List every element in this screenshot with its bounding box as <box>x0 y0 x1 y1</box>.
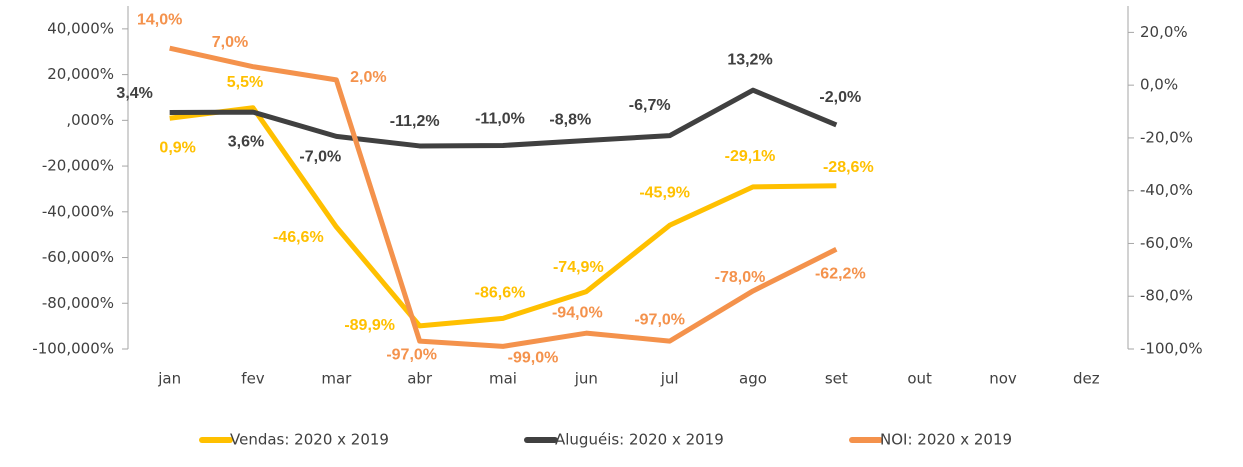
y-tick-label: ,000% <box>66 111 114 129</box>
data-label: 5,5% <box>227 74 263 91</box>
y-tick-label: -20,000% <box>42 157 114 175</box>
legend-label: NOI: 2020 x 2019 <box>880 431 1012 449</box>
y-tick-label: -40,000% <box>42 202 114 220</box>
x-tick-label: mar <box>321 370 352 388</box>
y-tick-label: 20,000% <box>47 65 114 83</box>
legend-label: Aluguéis: 2020 x 2019 <box>555 431 724 449</box>
x-tick-label: jun <box>574 370 598 388</box>
data-label: -2,0% <box>819 89 861 106</box>
x-tick-label: abr <box>407 370 433 388</box>
y-tick-label: -80,000% <box>42 294 114 312</box>
x-tick-label: mai <box>489 370 517 388</box>
y2-tick-label: -60,0% <box>1140 234 1193 252</box>
data-label: -97,0% <box>386 346 437 363</box>
line-series <box>169 45 838 349</box>
data-label: -78,0% <box>715 269 766 286</box>
data-label: 3,6% <box>228 133 264 150</box>
data-label: -11,0% <box>475 111 525 128</box>
data-label: 13,2% <box>727 51 772 68</box>
data-label: -46,6% <box>273 229 324 246</box>
x-tick-label: fev <box>241 370 265 388</box>
data-label: 14,0% <box>137 11 182 28</box>
y2-tick-label: -100,0% <box>1140 340 1203 358</box>
data-label: -28,6% <box>823 159 874 176</box>
y-tick-label: -60,000% <box>42 248 114 266</box>
x-tick-label: jul <box>660 370 679 388</box>
data-label: -89,9% <box>344 317 395 334</box>
data-label: -11,2% <box>390 113 440 130</box>
x-tick-label: nov <box>989 370 1017 388</box>
data-label: -97,0% <box>634 311 685 328</box>
y2-tick-label: -40,0% <box>1140 181 1193 199</box>
y2-tick-label: -80,0% <box>1140 287 1193 305</box>
legend-label: Vendas: 2020 x 2019 <box>230 431 389 449</box>
data-label: -86,6% <box>475 285 526 302</box>
y-tick-label: -100,000% <box>32 340 114 358</box>
y2-tick-label: -20,0% <box>1140 128 1193 146</box>
data-label: -29,1% <box>725 148 776 165</box>
y2-tick-label: 20,0% <box>1140 23 1188 41</box>
data-label: 3,4% <box>116 85 152 102</box>
data-label: -62,2% <box>815 265 866 282</box>
line-series <box>169 87 838 149</box>
data-label: -99,0% <box>508 350 559 367</box>
x-tick-label: dez <box>1073 370 1100 388</box>
data-label: -8,8% <box>549 112 591 129</box>
data-label: 2,0% <box>350 69 386 86</box>
x-tick-label: jan <box>157 370 181 388</box>
data-label: 7,0% <box>212 34 248 51</box>
x-tick-label: out <box>907 370 932 388</box>
data-label: -45,9% <box>639 185 690 202</box>
x-tick-label: set <box>825 370 848 388</box>
x-tick-label: ago <box>739 370 767 388</box>
y-tick-label: 40,000% <box>47 19 114 37</box>
data-label: -7,0% <box>299 149 341 166</box>
data-label: 0,9% <box>159 139 195 156</box>
y2-tick-label: 0,0% <box>1140 76 1178 94</box>
data-label: -74,9% <box>553 259 604 276</box>
data-label: -94,0% <box>552 304 603 321</box>
data-label: -6,7% <box>629 97 671 114</box>
line-series <box>169 105 837 329</box>
